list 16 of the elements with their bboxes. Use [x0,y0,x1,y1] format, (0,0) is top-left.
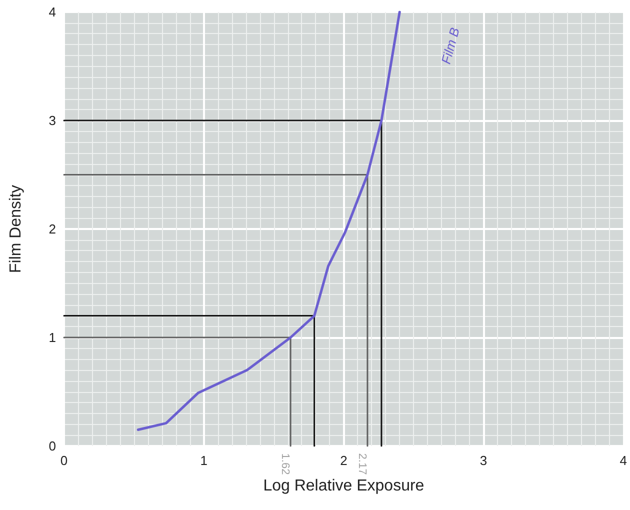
y-tick-label: 4 [48,4,56,20]
y-tick-label: 2 [48,222,56,236]
y-axis-title: Film Density [8,184,24,274]
y-tick-label: 1 [48,330,56,345]
y-tick-label: 0 [48,438,56,454]
annotation: 1.62 [279,453,292,475]
annotation: 2.17 [356,453,368,475]
x-tick-label: 1 [200,453,208,468]
y-tick-label: 3 [48,113,56,128]
x-axis-title: Log Relative Exposure [263,478,424,494]
x-tick-label: 2 [340,453,348,468]
x-tick-label: 4 [620,453,627,468]
text: Film B [438,26,462,66]
x-tick-label: 3 [480,453,488,468]
x-tick-label: 0 [60,453,68,468]
line-series [136,10,401,431]
